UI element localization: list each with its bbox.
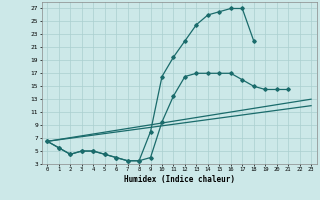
X-axis label: Humidex (Indice chaleur): Humidex (Indice chaleur) — [124, 175, 235, 184]
